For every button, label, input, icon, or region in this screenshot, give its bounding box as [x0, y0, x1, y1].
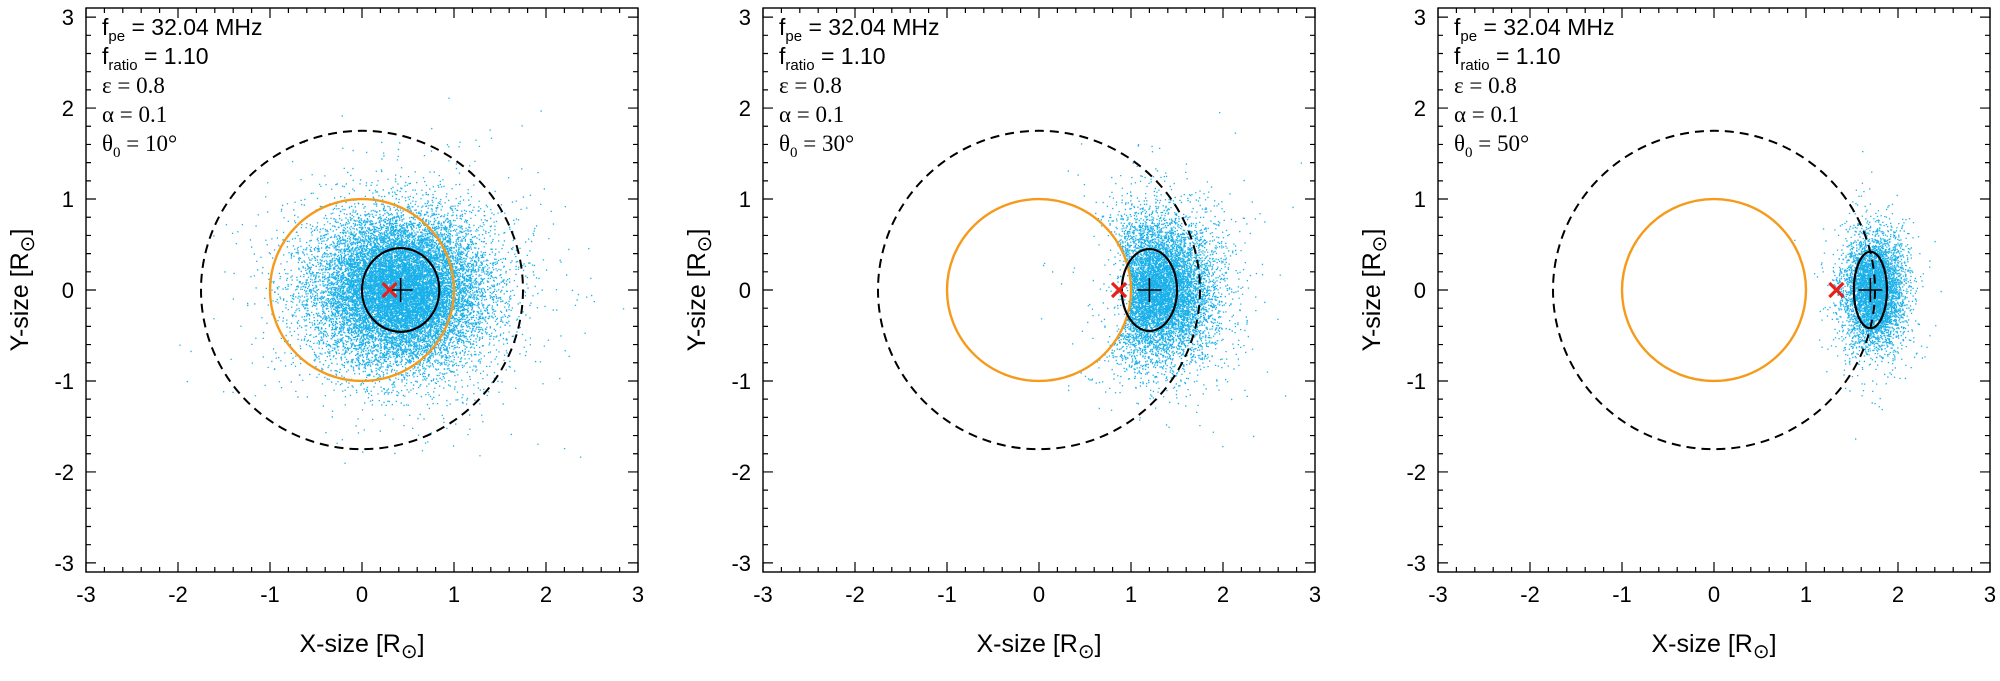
y-tick-label: -1	[731, 369, 751, 394]
annotation-epsilon: ε = 0.8	[102, 73, 165, 98]
x-tick-label: -3	[76, 582, 96, 607]
y-tick-label: -1	[54, 369, 74, 394]
x-tick-label: -2	[168, 582, 188, 607]
axis-ticks	[85, 8, 639, 572]
y-axis-label: Y-size [R⊙]	[683, 229, 716, 352]
panel-2: -3 -2 -1 0 1 2 3 -3 -2 -1 0 1 2 3 X-size [R⊙] Y-size [R…	[683, 5, 1321, 663]
photosphere-circle	[268, 197, 456, 383]
x-tick-label: -2	[845, 582, 865, 607]
y-tick-label: 1	[1414, 187, 1426, 212]
x-tick-label: 1	[448, 582, 460, 607]
annotation-alpha: α = 0.1	[1454, 102, 1519, 127]
annotation-theta: θ0 = 30°	[779, 131, 854, 161]
y-tick-label: 0	[739, 278, 751, 303]
dashed-circle	[1552, 129, 1876, 451]
y-tick-label: 3	[1414, 5, 1426, 30]
scatter-points	[1040, 112, 1302, 448]
scatter-cloud	[179, 97, 625, 464]
y-tick-label: -2	[54, 460, 74, 485]
y-tick-label: 1	[62, 187, 74, 212]
x-tick-label: 0	[1033, 582, 1045, 607]
fit-ellipse	[1852, 250, 1889, 330]
y-tick-label: -3	[731, 551, 751, 576]
x-tick-label: -3	[753, 582, 773, 607]
y-tick-label: 0	[62, 278, 74, 303]
x-tick-label: 2	[1892, 582, 1904, 607]
scatter-points	[179, 97, 625, 464]
annotation-alpha: α = 0.1	[102, 102, 167, 127]
x-tick-label: 1	[1125, 582, 1137, 607]
x-tick-label: 3	[1309, 582, 1321, 607]
y-tick-label: 2	[739, 96, 751, 121]
axis-ticks	[1437, 8, 1991, 572]
photosphere-circle	[1620, 197, 1808, 383]
x-axis-label: X-size [R⊙]	[1651, 630, 1776, 663]
dashed-circle	[877, 129, 1201, 451]
photosphere-circle	[945, 197, 1133, 383]
x-axis-label: X-size [R⊙]	[299, 630, 424, 663]
annotation-epsilon: ε = 0.8	[779, 73, 842, 98]
x-tick-label: 1	[1800, 582, 1812, 607]
centroid-plus-marker	[1137, 278, 1162, 302]
x-tick-label: 3	[1984, 582, 1996, 607]
x-axis-label: X-size [R⊙]	[976, 630, 1101, 663]
axis-ticks	[762, 8, 1316, 572]
x-tick-label: -2	[1520, 582, 1540, 607]
x-tick-label: -1	[1612, 582, 1632, 607]
annotation-fratio: fratio = 1.10	[779, 43, 886, 74]
centroid-plus-marker	[388, 278, 413, 302]
x-tick-label: -1	[260, 582, 280, 607]
annotation-fpe: fpe = 32.04 MHz	[102, 14, 263, 45]
y-axis-label: Y-size [R⊙]	[1358, 229, 1391, 352]
y-tick-label: 0	[1414, 278, 1426, 303]
plot-frame	[1437, 7, 1991, 573]
x-tick-label: 0	[356, 582, 368, 607]
y-tick-label: -1	[1406, 369, 1426, 394]
panel-1: -3 -2 -1 0 1 2 3 -3 -2 -1 0 1 2 3 X-size [R⊙] Y-size [R…	[6, 5, 644, 663]
scatter-cloud	[1040, 112, 1302, 448]
panel-3: -3 -2 -1 0 1 2 3 -3 -2 -1 0 1 2 3 X-size [R⊙] Y-size [R…	[1358, 5, 1996, 663]
annotation-fpe: fpe = 32.04 MHz	[779, 14, 940, 45]
x-tick-label: 2	[540, 582, 552, 607]
annotation-fpe: fpe = 32.04 MHz	[1454, 14, 1615, 45]
y-axis-label: Y-size [R⊙]	[6, 229, 39, 352]
centroid-plus-marker	[1858, 278, 1883, 302]
plot-frame	[762, 7, 1316, 573]
source-x-marker	[1110, 281, 1128, 299]
y-tick-label: 3	[739, 5, 751, 30]
x-tick-label: 3	[632, 582, 644, 607]
y-tick-label: -3	[1406, 551, 1426, 576]
y-tick-label: 2	[62, 96, 74, 121]
y-tick-label: 2	[1414, 96, 1426, 121]
y-tick-label: 3	[62, 5, 74, 30]
x-tick-label: 0	[1708, 582, 1720, 607]
dashed-circle	[200, 129, 524, 451]
fit-ellipse	[360, 247, 441, 333]
x-tick-label: -3	[1428, 582, 1448, 607]
annotation-theta: θ0 = 10°	[102, 131, 177, 161]
annotation-fratio: fratio = 1.10	[102, 43, 209, 74]
annotation-fratio: fratio = 1.10	[1454, 43, 1561, 74]
x-tick-label: 2	[1217, 582, 1229, 607]
annotation-theta: θ0 = 50°	[1454, 131, 1529, 161]
annotation-epsilon: ε = 0.8	[1454, 73, 1517, 98]
y-tick-label: -2	[1406, 460, 1426, 485]
y-tick-label: 1	[739, 187, 751, 212]
annotation-alpha: α = 0.1	[779, 102, 844, 127]
source-x-marker	[381, 281, 398, 299]
source-x-marker	[1828, 281, 1845, 299]
fit-ellipse	[1120, 247, 1179, 333]
y-tick-label: -2	[731, 460, 751, 485]
y-tick-label: -3	[54, 551, 74, 576]
x-tick-label: -1	[937, 582, 957, 607]
scatter-points	[1794, 151, 1942, 440]
scatter-cloud	[1794, 151, 1942, 440]
